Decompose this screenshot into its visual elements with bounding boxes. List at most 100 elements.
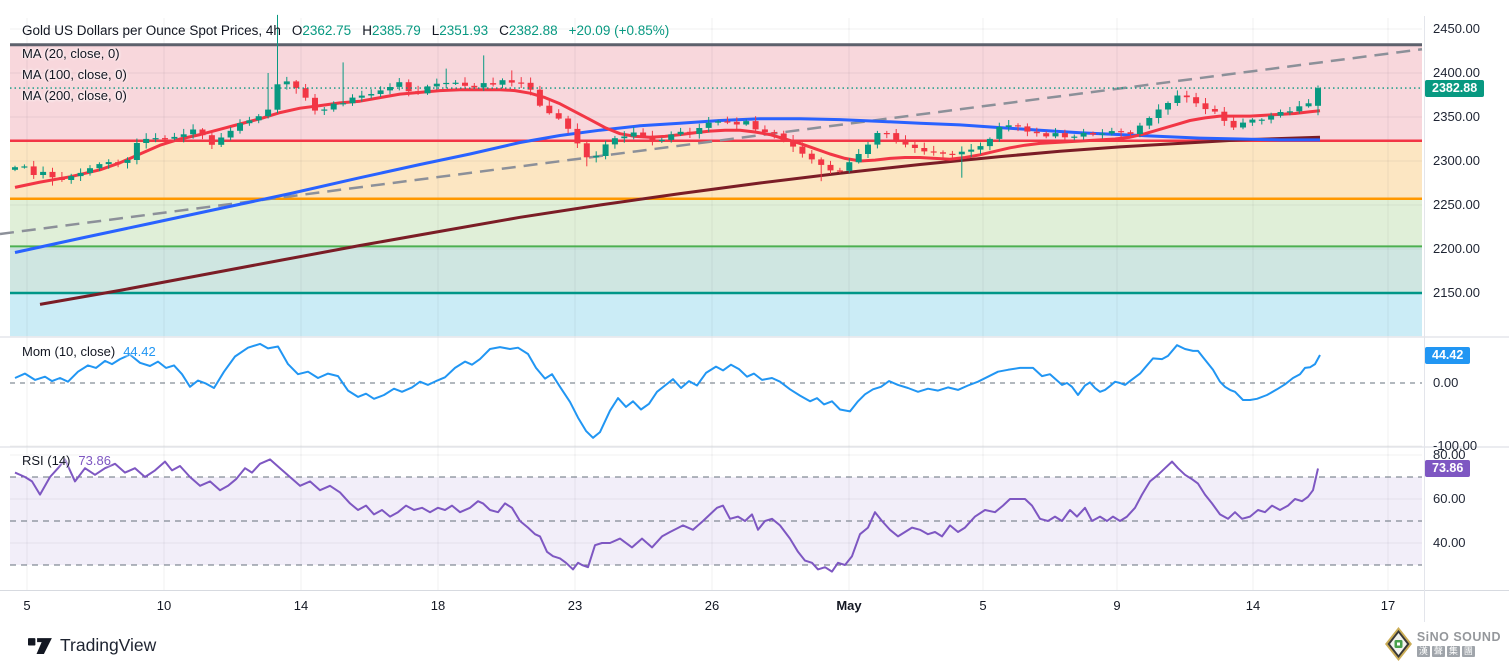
rsi-label[interactable]: RSI (14) 73.86 [22, 453, 111, 468]
candle-body [1258, 119, 1265, 121]
candle-body [208, 135, 215, 145]
candle-body [996, 127, 1003, 139]
candle-body [433, 83, 440, 87]
candle-body [1071, 136, 1078, 138]
candle-body [415, 91, 422, 94]
ohlc-key: H [362, 22, 372, 38]
candle-body [1136, 125, 1143, 134]
candle-body [152, 138, 159, 140]
candle-body [780, 133, 787, 141]
candle-body [143, 138, 150, 143]
candle-body [162, 138, 168, 140]
candle-body [199, 129, 206, 136]
candle-body [715, 121, 722, 123]
time-scale[interactable]: 5 10 14 18 23 26 May 5 9 14 17 [0, 591, 1509, 623]
candle-body [1193, 97, 1200, 104]
candle-body [1052, 133, 1059, 137]
candle-body [602, 144, 609, 156]
momentum-badge: 44.42 [1425, 347, 1471, 364]
candle-body [1286, 111, 1293, 113]
candle-body [818, 159, 825, 165]
candle-body [1155, 109, 1162, 118]
sinosound-char: 聲 [1431, 645, 1445, 657]
sinosound-char: 集 [1446, 645, 1460, 657]
candle-body [68, 176, 75, 180]
candle-body [1277, 112, 1284, 116]
time-tick-label: 17 [1380, 598, 1396, 613]
candle-body [424, 86, 431, 94]
candle-body [668, 134, 675, 140]
candle-body [124, 159, 131, 163]
candle-body [368, 94, 375, 96]
trendline-dashed[interactable] [0, 47, 1423, 236]
ma20-label[interactable]: MA (20, close, 0) [22, 46, 120, 61]
ma200-label[interactable]: MA (200, close, 0) [22, 88, 127, 103]
candle-body [546, 105, 553, 114]
candle-body [490, 83, 497, 85]
candles [12, 14, 1321, 186]
momentum-label[interactable]: Mom (10, close) 44.42 [22, 344, 156, 359]
candle-body [1061, 133, 1068, 138]
time-tick-label: 18 [430, 598, 446, 613]
candle-body [49, 171, 56, 178]
candle-body [30, 166, 37, 175]
time-tick-label: 5 [979, 598, 987, 613]
candle-body [1221, 111, 1228, 121]
tradingview-logo[interactable]: TradingView [28, 635, 156, 656]
price-scale[interactable]: 2382.88 44.42 73.86 2450.00 2400.00 2350.0… [1425, 0, 1509, 622]
candle-body [968, 149, 975, 152]
candle-body [583, 143, 590, 158]
candle-body [40, 171, 47, 175]
candle-body [743, 121, 750, 125]
candle-body [1183, 95, 1190, 98]
candle-body [761, 129, 768, 133]
candle-body [1315, 88, 1321, 106]
price-zone [10, 198, 1422, 247]
candle-body [265, 109, 272, 117]
candle-body [480, 83, 487, 88]
price-zone [10, 246, 1422, 293]
symbol-title[interactable]: Gold US Dollars per Ounce Spot Prices, 4… [22, 22, 281, 38]
candle-body [902, 139, 909, 145]
candle-body [808, 153, 815, 160]
time-tick-label: 26 [704, 598, 720, 613]
price-tick-label: 2350.00 [1433, 109, 1480, 124]
candle-body [1015, 125, 1021, 127]
candle-body [1174, 95, 1181, 103]
sinosound-char: 漢 [1416, 645, 1430, 657]
ohlc-value: 2385.79 [371, 22, 421, 38]
candle-body [640, 132, 647, 136]
candle-body [1296, 106, 1303, 112]
candle-body [377, 90, 384, 94]
candle-body [452, 82, 459, 84]
candle-body [171, 136, 178, 139]
candle-body [1240, 122, 1246, 128]
candle-body [405, 82, 412, 92]
candle-body [611, 138, 618, 145]
candle-body [77, 172, 84, 177]
candle-body [1033, 131, 1040, 134]
rsi-line[interactable] [14, 458, 1319, 573]
candle-body [518, 82, 525, 84]
candle-body [340, 103, 347, 105]
candle-body [527, 82, 534, 90]
ma100-label[interactable]: MA (100, close, 0) [22, 67, 127, 82]
candle-body [986, 138, 993, 147]
candle-body [649, 135, 656, 141]
sinosound-chinese-name: 漢聲集團 [1416, 645, 1501, 657]
candle-body [827, 164, 834, 171]
candle-body [133, 143, 140, 160]
ohlc-value: 2382.88 [508, 22, 558, 38]
candle-body [237, 123, 243, 131]
candle-body [302, 88, 309, 98]
ma200-line[interactable] [39, 135, 1321, 306]
candle-body [630, 132, 637, 137]
rsi-tick-label: 60.00 [1433, 491, 1466, 506]
candle-body [536, 89, 543, 106]
candle-body [686, 131, 693, 134]
ohlc-key: L [431, 22, 440, 38]
momentum-line[interactable] [14, 342, 1321, 439]
candle-body [565, 118, 572, 129]
